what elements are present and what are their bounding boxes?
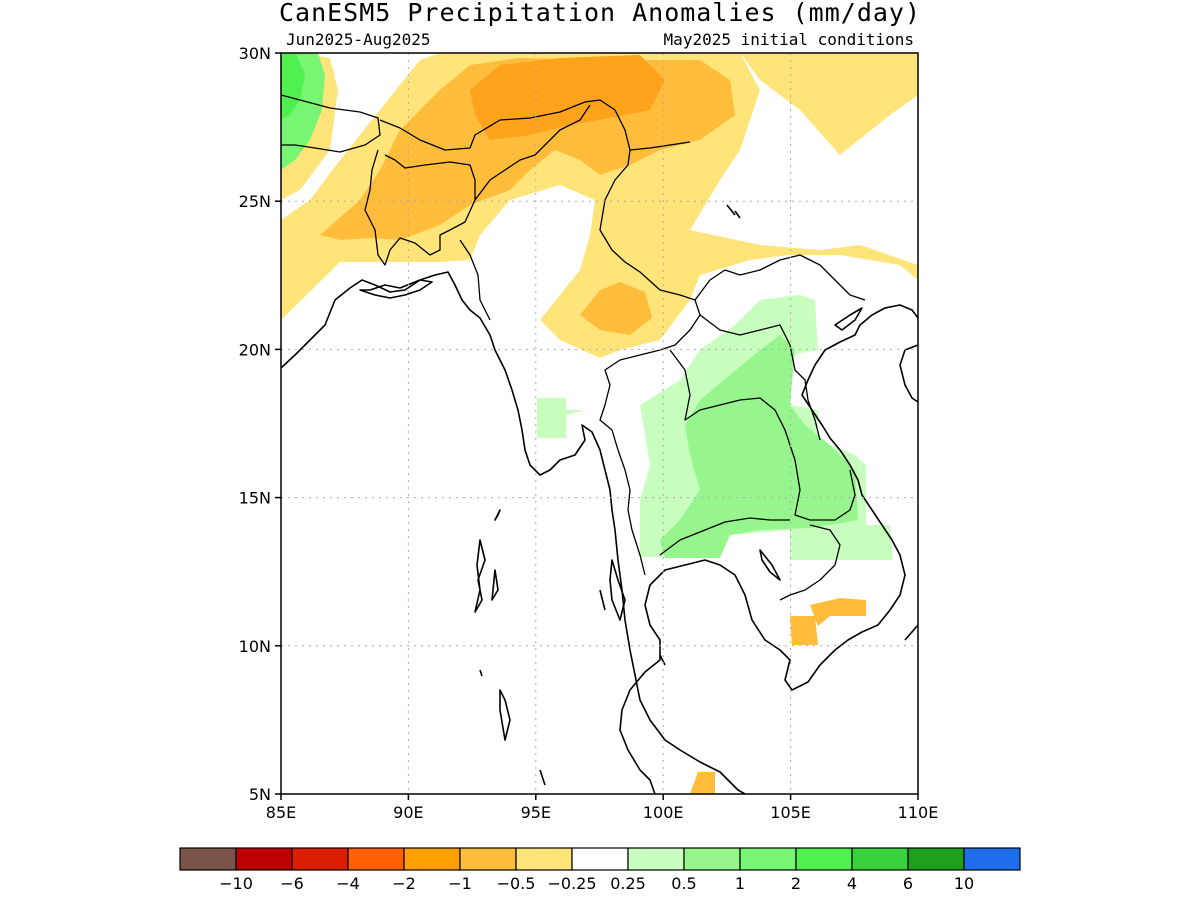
lon-tick-label: 100E (643, 803, 684, 822)
colorbar-label: 1 (735, 874, 745, 893)
colorbar-label: 0.5 (671, 874, 696, 893)
colorbar-label: 10 (954, 874, 974, 893)
colorbar-label: 2 (791, 874, 801, 893)
colorbar-label: −6 (280, 874, 304, 893)
longitude-axis: 85E 90E 95E 100E 105E 110E (266, 794, 939, 822)
colorbar-label: −4 (336, 874, 360, 893)
colorbar-label: −2 (392, 874, 416, 893)
colorbar-swatch (963, 847, 1021, 871)
map-title: CanESM5 Precipitation Anomalies (mm/day) (279, 0, 921, 27)
colorbar-label: −1 (448, 874, 472, 893)
colorbar: −10 −6 −4 −2 −1 −0.5 −0.25 0.25 0.5 1 2 4 6 10 (179, 847, 1021, 893)
colorbar-swatch (851, 847, 909, 871)
colorbar-label: 4 (847, 874, 857, 893)
colorbar-label: 6 (903, 874, 913, 893)
map-frame (280, 52, 919, 795)
latitude-axis: 30N 25N 20N 15N 10N 5N (239, 44, 281, 804)
colorbar-swatch (627, 847, 685, 871)
colorbar-swatch (683, 847, 741, 871)
lat-tick-label: 30N (239, 44, 271, 63)
colorbar-swatch (739, 847, 797, 871)
colorbar-swatch (459, 847, 517, 871)
colorbar-swatch (179, 847, 237, 871)
lon-tick-label: 95E (521, 803, 551, 822)
colorbar-label: −0.5 (497, 874, 536, 893)
lon-tick-label: 90E (393, 803, 423, 822)
lon-tick-label: 85E (266, 803, 296, 822)
country-borders (281, 94, 866, 601)
colorbar-swatch (571, 847, 629, 871)
colorbar-swatch (907, 847, 965, 871)
graticule (281, 53, 918, 794)
anomaly-moderate-wet-region (660, 335, 858, 558)
colorbar-swatch (403, 847, 461, 871)
lon-tick-label: 105E (770, 803, 811, 822)
colorbar-label: −10 (219, 874, 253, 893)
colorbar-swatch (291, 847, 349, 871)
lat-tick-label: 20N (239, 340, 271, 359)
lat-tick-label: 10N (239, 637, 271, 656)
colorbar-swatch (347, 847, 405, 871)
map-plot-area (281, 53, 918, 794)
lat-tick-label: 5N (249, 785, 271, 804)
colorbar-swatch (795, 847, 853, 871)
lat-tick-label: 25N (239, 192, 271, 211)
lon-tick-label: 110E (898, 803, 939, 822)
coastlines (281, 204, 918, 794)
colorbar-swatch (515, 847, 573, 871)
init-conditions-label: May2025 initial conditions (664, 30, 914, 49)
season-label: Jun2025-Aug2025 (286, 30, 431, 49)
lat-tick-label: 15N (239, 489, 271, 508)
colorbar-label: 0.25 (610, 874, 646, 893)
colorbar-label: −0.25 (547, 874, 596, 893)
colorbar-swatch (235, 847, 293, 871)
